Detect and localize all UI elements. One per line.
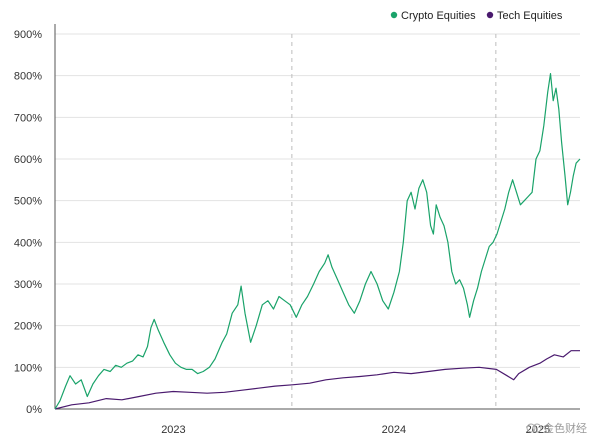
y-tick-label: 0% [26,404,42,416]
year-dividers [291,34,497,409]
y-tick-label: 300% [14,279,42,291]
y-tick-label: 800% [14,71,42,83]
x-tick-label: 2025 [526,424,550,436]
watermark: 金色财经 [526,421,587,435]
y-tick-label: 700% [14,112,42,124]
y-tick-label: 500% [14,196,42,208]
legend-label: Tech Equities [497,10,563,22]
x-tick-label: 2023 [161,424,185,436]
x-tick-label: 2024 [382,424,406,436]
series-line [54,73,581,410]
series-line [54,350,580,410]
y-tick-label: 100% [14,362,42,374]
axes [54,24,580,410]
grid-lines [55,33,580,410]
watermark-icon [526,423,542,433]
legend-marker [390,11,398,19]
watermark-text: 金色财经 [543,421,587,435]
series-lines [54,73,581,410]
x-axis-labels: 2023 2024 2025 [161,424,550,436]
y-axis-labels: 0% 100% 200% 300% 400% 500% 600% 700% 800% 900% [14,29,42,416]
legend-marker [486,11,494,19]
legend: Crypto Equities Tech Equities [390,10,563,22]
y-tick-label: 600% [14,154,42,166]
y-tick-label: 200% [14,321,42,333]
legend-label: Crypto Equities [401,10,476,22]
y-tick-label: 900% [14,29,42,41]
y-tick-label: 400% [14,237,42,249]
